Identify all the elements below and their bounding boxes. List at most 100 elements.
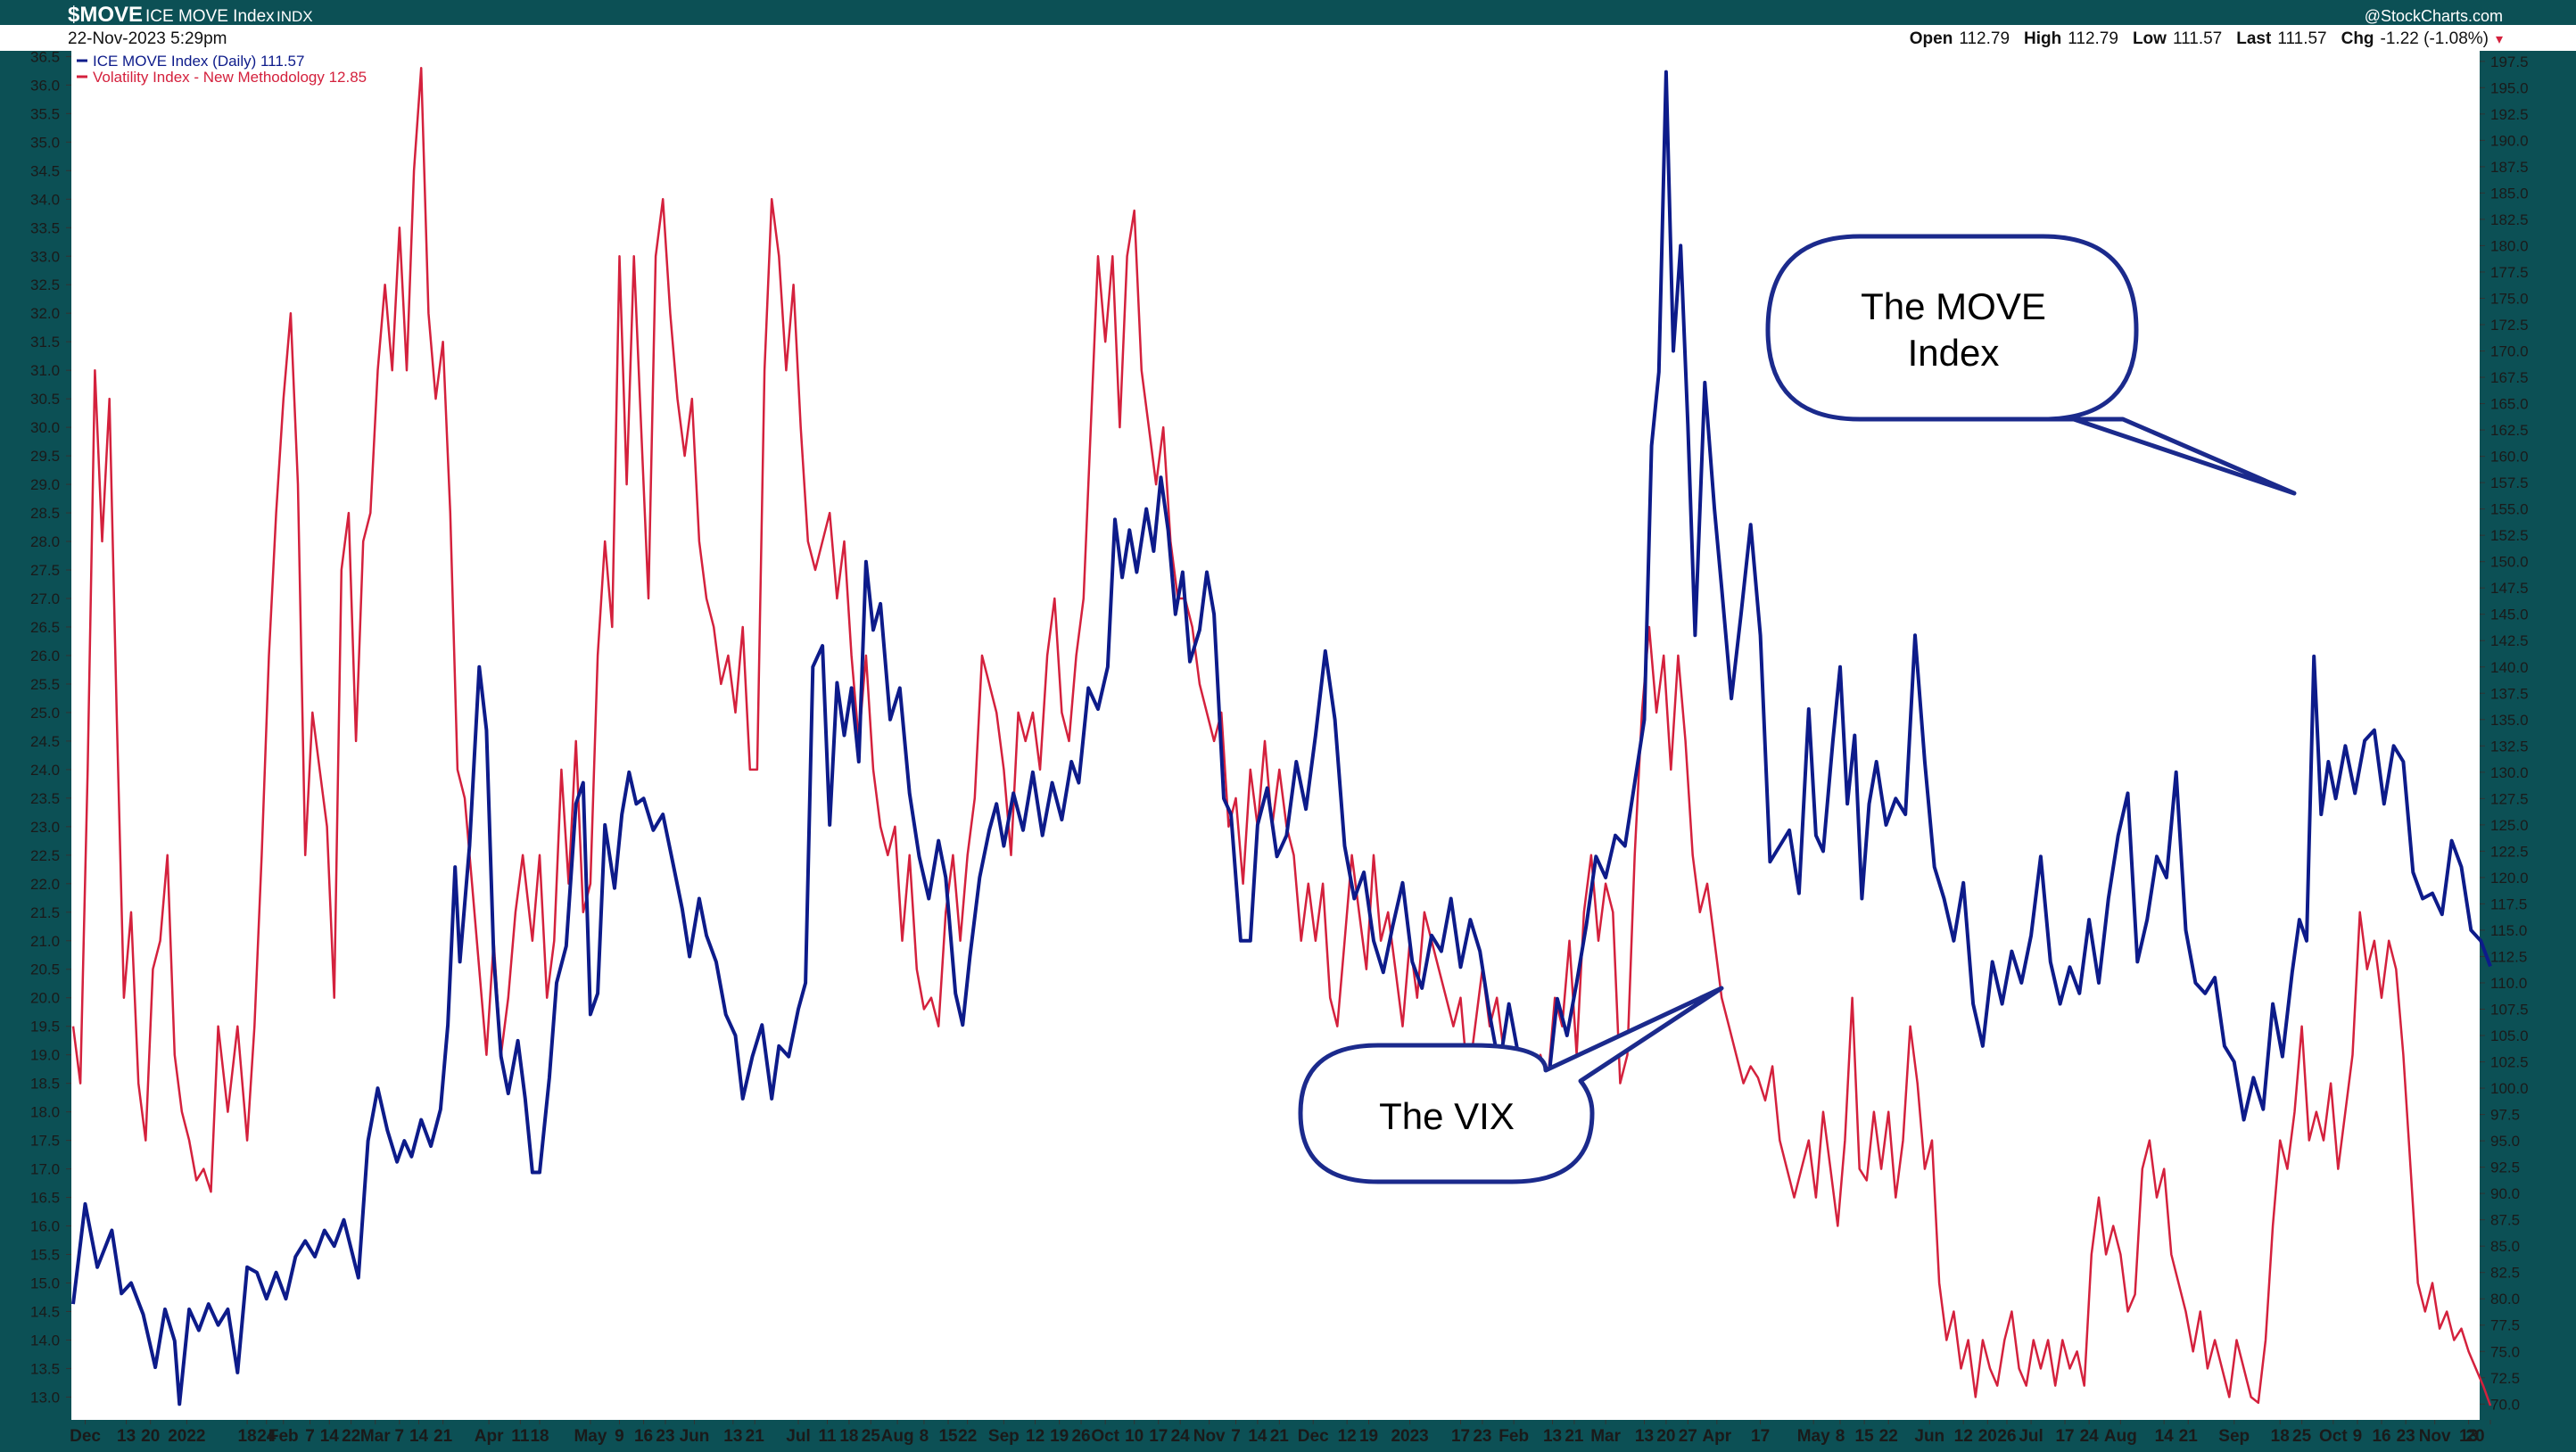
callout-move-line2: Index: [1908, 332, 2000, 374]
right-tick-label: 132.5: [2490, 738, 2529, 755]
x-tick-label: 15: [938, 1427, 958, 1446]
x-tick-label: Nov: [1193, 1427, 1226, 1446]
right-tick-label: 197.5: [2490, 54, 2529, 70]
x-tick-label: 12: [1338, 1427, 1357, 1446]
right-tick-label: 82.5: [2490, 1265, 2520, 1282]
x-tick-label: 13: [1543, 1427, 1562, 1446]
x-tick-label: 21: [2179, 1427, 2199, 1446]
left-tick-label: 34.5: [30, 162, 60, 179]
right-tick-label: 102.5: [2490, 1054, 2529, 1071]
left-tick-label: 36.5: [30, 48, 60, 65]
x-tick-label: 19: [1359, 1427, 1378, 1446]
right-tick-label: 122.5: [2490, 843, 2529, 860]
x-tick-label: 23: [2397, 1427, 2415, 1446]
x-tick-label: Sep: [2218, 1427, 2250, 1446]
left-tick-label: 27.5: [30, 562, 60, 579]
x-tick-label: 7: [305, 1427, 315, 1446]
move-series-line: [71, 70, 2492, 1407]
x-tick-label: Oct: [2319, 1427, 2348, 1446]
ohlc-readout: ▾ -1.22 (-1.08%) Chg 111.57 Last 111.57 Low 112…: [1910, 29, 2503, 48]
right-tick-label: 135.0: [2490, 712, 2529, 729]
x-tick-label: 26: [1071, 1427, 1090, 1446]
left-axis: 13.0 13.5 14.0 14.5 15.0 15.5 16.0 16.5 17.0 17.5…: [30, 48, 71, 1406]
left-tick-label: 28.0: [30, 533, 60, 550]
x-tick-label: Mar: [1590, 1427, 1621, 1446]
left-tick-label: 19.5: [30, 1019, 60, 1035]
ohlc-label-low: Low: [2133, 29, 2167, 48]
left-tick-label: 22.0: [30, 876, 60, 893]
x-tick-label: 13: [117, 1427, 136, 1446]
x-tick-label: 13: [723, 1427, 742, 1446]
x-tick-label: 18: [839, 1427, 858, 1446]
x-tick-label: Apr: [475, 1427, 504, 1446]
x-tick-label: 24: [257, 1427, 277, 1446]
x-tick-label: 23: [656, 1427, 674, 1446]
left-tick-label: 14.5: [30, 1303, 60, 1320]
legend-label-move: ICE MOVE Index (Daily) 111.57: [93, 53, 304, 70]
x-tick-label: 19: [1050, 1427, 1069, 1446]
left-tick-label: 21.5: [30, 904, 60, 921]
x-tick-label: 17: [1751, 1427, 1770, 1446]
right-tick-label: 152.5: [2490, 527, 2529, 544]
ohlc-value-low: 111.57: [2173, 29, 2222, 48]
x-tick-label: 23: [1473, 1427, 1491, 1446]
left-tick-label: 27.0: [30, 590, 60, 607]
left-tick-label: 13.5: [30, 1360, 60, 1377]
left-tick-label: 18.5: [30, 1076, 60, 1093]
x-tick-label: 17: [2055, 1427, 2074, 1446]
left-tick-label: 16.5: [30, 1190, 60, 1207]
left-tick-label: 33.5: [30, 219, 60, 236]
callout-move-bubble: [1765, 234, 2297, 496]
right-tick-label: 192.5: [2490, 106, 2529, 123]
right-tick-label: 155.0: [2490, 501, 2529, 518]
left-tick-label: 28.5: [30, 505, 60, 522]
ohlc-label-chg: Chg: [2341, 29, 2374, 48]
x-tick-label: 14: [2155, 1427, 2175, 1446]
callout-move-line1: The MOVE: [1861, 285, 2046, 327]
left-tick-label: 22.5: [30, 847, 60, 864]
left-tick-label: 23.5: [30, 790, 60, 807]
timestamp: 22-Nov-2023 5:29pm: [68, 29, 227, 48]
x-tick-label: 9: [2353, 1427, 2363, 1446]
x-tick-label: 7: [1231, 1427, 1241, 1446]
x-tick-label: 24: [2080, 1427, 2100, 1446]
x-tick-label: Apr: [1702, 1427, 1731, 1446]
ticker-exchange: INDX: [277, 8, 313, 25]
left-tick-label: 20.5: [30, 961, 60, 978]
x-tick-label: 20: [1978, 1427, 1997, 1446]
right-tick-label: 85.0: [2490, 1238, 2520, 1255]
left-tick-label: 17.0: [30, 1161, 60, 1178]
x-tick-label: 11: [511, 1427, 530, 1446]
x-tick-label: 27: [1679, 1427, 1697, 1446]
left-tick-label: 15.0: [30, 1275, 60, 1292]
left-tick-label: 31.5: [30, 334, 60, 351]
ticker-name: ICE MOVE Index: [145, 7, 275, 26]
left-tick-label: 15.5: [30, 1247, 60, 1264]
right-tick-label: 127.5: [2490, 790, 2529, 807]
x-tick-label: May: [1797, 1427, 1830, 1446]
right-tick-label: 87.5: [2490, 1212, 2520, 1229]
x-tick-label: Dec: [1298, 1427, 1329, 1446]
left-tick-label: 18.0: [30, 1104, 60, 1121]
left-tick-label: 20.0: [30, 990, 60, 1007]
x-tick-label: Aug: [2104, 1427, 2137, 1446]
right-tick-label: 170.0: [2490, 343, 2529, 360]
right-tick-label: 115.0: [2490, 922, 2527, 939]
left-tick-label: 16.0: [30, 1218, 60, 1235]
right-tick-label: 100.0: [2490, 1080, 2529, 1097]
legend: ICE MOVE Index (Daily) 111.57 Volatility…: [77, 53, 367, 86]
header-strip: [0, 25, 2576, 51]
x-tick-label: 21: [1270, 1427, 1290, 1446]
x-tick-label: 16: [2372, 1427, 2390, 1446]
ohlc-value-high: 112.79: [2068, 29, 2118, 48]
left-tick-label: 35.5: [30, 105, 60, 122]
right-tick-label: 190.0: [2490, 132, 2529, 149]
ticker-symbol: $MOVE: [68, 3, 143, 27]
right-tick-label: 70.0: [2490, 1396, 2520, 1413]
ohlc-label-open: Open: [1910, 29, 1953, 48]
left-tick-label: 14.0: [30, 1332, 60, 1349]
left-tick-label: 32.0: [30, 305, 60, 322]
x-tick-label: 2023: [1391, 1427, 1428, 1446]
x-tick-label: 18: [2271, 1427, 2290, 1446]
